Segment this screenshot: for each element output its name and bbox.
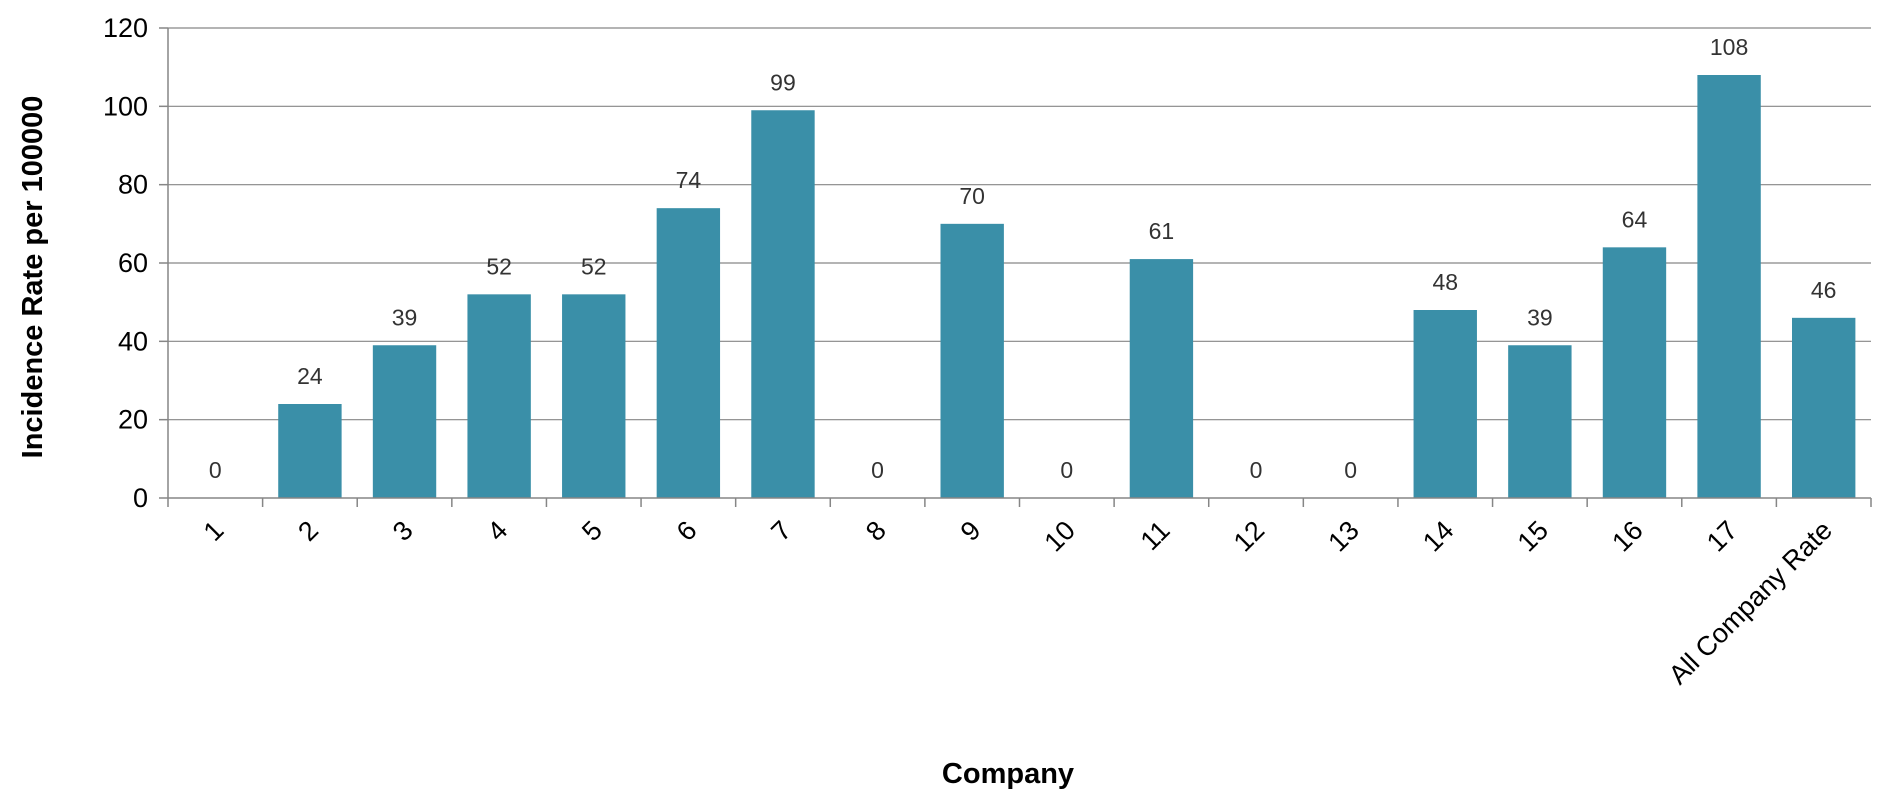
x-tick-label: 6 (671, 515, 703, 547)
data-label: 52 (581, 253, 607, 279)
x-tick-label: 10 (1039, 515, 1081, 557)
data-label: 70 (959, 183, 985, 209)
x-tick-label: 13 (1322, 515, 1364, 557)
x-tick-label: 9 (955, 515, 987, 547)
y-tick-label: 0 (133, 483, 148, 513)
x-tick-label: 11 (1135, 515, 1176, 556)
y-axis-title: Incidence Rate per 100000 (17, 96, 49, 459)
data-label: 0 (1250, 457, 1263, 483)
data-label: 0 (1060, 457, 1073, 483)
x-tick-label: 3 (387, 515, 419, 547)
x-tick-label: 12 (1228, 515, 1270, 557)
x-tick-label: 2 (292, 515, 324, 547)
bars (278, 75, 1856, 499)
x-tick-label: 7 (765, 515, 797, 547)
bar-14 (1413, 310, 1477, 498)
y-tick-labels: 0 20 40 60 80 100 120 (103, 13, 148, 513)
bar-15 (1508, 345, 1572, 498)
data-label: 0 (209, 457, 222, 483)
data-label: 108 (1710, 34, 1748, 60)
y-tick-label: 60 (118, 248, 148, 278)
data-label: 61 (1149, 218, 1175, 244)
bar-2 (278, 404, 342, 498)
y-tick-label: 40 (118, 326, 148, 356)
data-label: 64 (1622, 206, 1648, 232)
data-label: 48 (1432, 269, 1458, 295)
bar-18 (1791, 317, 1856, 498)
bar-17 (1697, 75, 1761, 498)
data-label: 0 (871, 457, 884, 483)
x-tick-label: 17 (1701, 515, 1743, 557)
x-tick-marks (167, 498, 1872, 507)
x-tick-label: 14 (1417, 515, 1459, 557)
bar-7 (751, 110, 815, 498)
data-label: 74 (676, 167, 702, 193)
bar-6 (656, 208, 721, 498)
bar-4 (467, 294, 531, 498)
data-label: 99 (770, 69, 796, 95)
y-tick-label: 100 (103, 91, 148, 121)
bar-16 (1602, 247, 1667, 498)
x-tick-label: All Company Rate (1663, 515, 1838, 690)
bar-11 (1129, 259, 1194, 498)
x-tick-label: 4 (482, 515, 514, 547)
x-tick-label: 5 (576, 515, 608, 547)
bar-9 (940, 223, 1004, 499)
y-tick-label: 80 (118, 170, 148, 200)
x-tick-label: 15 (1512, 515, 1554, 557)
gridlines (159, 27, 1871, 499)
data-label: 46 (1811, 277, 1837, 303)
x-tick-label: 16 (1606, 515, 1648, 557)
data-label: 39 (1527, 304, 1553, 330)
data-labels: 0 24 39 52 52 74 99 0 70 0 61 0 0 48 39 64 108 46 (209, 34, 1837, 483)
x-tick-label: 8 (860, 515, 892, 547)
x-axis-title: Company (942, 758, 1074, 790)
data-label: 39 (392, 304, 418, 330)
y-tick-label: 120 (103, 13, 148, 43)
y-tick-label: 20 (118, 405, 148, 435)
bar-3 (372, 345, 437, 498)
data-label: 0 (1344, 457, 1357, 483)
x-tick-label: 1 (198, 515, 230, 547)
data-label: 52 (486, 253, 512, 279)
bar-5 (562, 294, 626, 498)
data-label: 24 (297, 363, 323, 389)
